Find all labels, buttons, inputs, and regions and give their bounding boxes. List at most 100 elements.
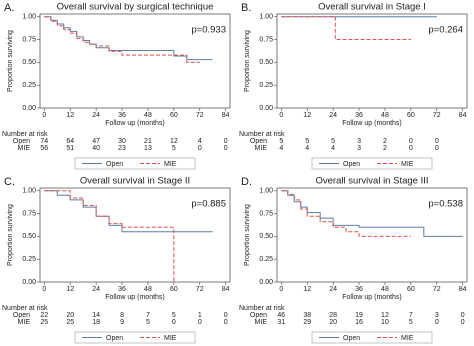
risk-count: 8 (120, 312, 124, 319)
y-tick-label: 0.00 (259, 279, 273, 286)
risk-count: 5 (146, 319, 150, 326)
risk-count: 2 (383, 138, 387, 145)
risk-count: 46 (277, 312, 285, 319)
risk-count: 56 (40, 145, 48, 152)
x-tick-label: 12 (66, 112, 74, 119)
y-tick-label: 0.50 (259, 59, 273, 66)
x-axis-label: Follow up (months) (105, 294, 165, 301)
y-tick-label: 0.75 (259, 36, 273, 43)
x-tick-label: 36 (355, 112, 363, 119)
x-tick-label: 36 (118, 286, 126, 293)
risk-count: 0 (198, 145, 202, 152)
y-tick-label: 0.25 (259, 256, 273, 263)
x-tick-label: 0 (279, 286, 283, 293)
x-tick-label: 24 (329, 112, 337, 119)
x-axis-label: Follow up (months) (105, 120, 165, 127)
risk-row-label: Open (13, 138, 30, 145)
risk-count: 5 (279, 138, 283, 145)
risk-count: 20 (66, 312, 74, 319)
x-tick-label: 84 (222, 286, 230, 293)
x-tick-label: 60 (407, 112, 415, 119)
panel-label: C. (4, 176, 15, 188)
legend-label: MIE (401, 335, 414, 342)
y-tick-label: 0.00 (22, 279, 36, 286)
y-tick-label: 1.00 (22, 188, 36, 195)
risk-count: 13 (144, 145, 152, 152)
x-axis-label: Follow up (months) (342, 294, 402, 301)
risk-count: 7 (409, 312, 413, 319)
chart-title: Overall survival in Stage I (318, 2, 426, 13)
risk-count: 20 (329, 319, 337, 326)
risk-count: 0 (224, 138, 228, 145)
legend-label: Open (106, 161, 123, 168)
risk-title: Number at risk (239, 131, 285, 138)
panel-label: D. (241, 176, 252, 188)
chart-panel: C. Overall survival in Stage II 0.00 0.25 0.… (2, 176, 231, 344)
y-axis-label: Proportion surviving (244, 204, 251, 266)
x-tick-label: 36 (118, 112, 126, 119)
risk-count: 29 (303, 319, 311, 326)
x-tick-label: 0 (279, 112, 283, 119)
y-tick-label: 0.50 (22, 233, 36, 240)
risk-count: 18 (92, 319, 100, 326)
panel-label: B. (241, 2, 251, 14)
x-tick-label: 72 (433, 286, 441, 293)
risk-count: 0 (435, 319, 439, 326)
risk-count: 5 (172, 312, 176, 319)
x-tick-label: 24 (92, 112, 100, 119)
risk-title: Number at risk (239, 305, 285, 312)
risk-count: 38 (303, 312, 311, 319)
x-tick-label: 24 (92, 286, 100, 293)
risk-count: 1 (198, 312, 202, 319)
legend-label: MIE (164, 161, 177, 168)
risk-count: 0 (198, 319, 202, 326)
risk-row-label: Open (250, 138, 267, 145)
y-tick-label: 0.00 (259, 105, 273, 112)
risk-count: 0 (461, 312, 465, 319)
risk-count: 30 (118, 138, 126, 145)
risk-count: 0 (409, 138, 413, 145)
x-tick-label: 84 (459, 112, 467, 119)
x-tick-label: 60 (170, 286, 178, 293)
risk-row-label: MIE (255, 145, 268, 152)
survival-curve (281, 190, 411, 237)
x-tick-label: 0 (42, 112, 46, 119)
risk-count: 2 (383, 145, 387, 152)
risk-row-label: Open (13, 312, 30, 319)
annotation: p=0.885 (191, 199, 226, 210)
risk-count: 51 (66, 145, 74, 152)
plot-frame (276, 13, 468, 109)
risk-count: 5 (409, 319, 413, 326)
chart-panel: A. Overall survival by surgical technique… (2, 2, 231, 170)
y-tick-label: 1.00 (22, 14, 36, 21)
survival-curve (44, 16, 200, 63)
survival-curve (44, 190, 175, 282)
risk-row-label: Open (250, 312, 267, 319)
risk-count: 4 (305, 145, 309, 152)
risk-count: 9 (120, 319, 124, 326)
risk-title: Number at risk (2, 131, 48, 138)
risk-count: 5 (331, 138, 335, 145)
y-tick-label: 0.00 (22, 105, 36, 112)
y-tick-label: 0.75 (22, 210, 36, 217)
risk-count: 12 (170, 138, 178, 145)
risk-count: 64 (66, 138, 74, 145)
y-tick-label: 0.25 (259, 82, 273, 89)
risk-count: 25 (66, 319, 74, 326)
legend-frame (311, 157, 433, 170)
x-tick-label: 48 (144, 286, 152, 293)
x-tick-label: 48 (381, 112, 389, 119)
y-axis-label: Proportion surviving (7, 204, 14, 266)
legend: Open MIE (74, 331, 196, 344)
risk-row-label: MIE (18, 145, 31, 152)
legend-label: MIE (401, 161, 414, 168)
panel-label: A. (4, 2, 14, 14)
risk-count: 4 (331, 145, 335, 152)
risk-count: 23 (118, 145, 126, 152)
risk-count: 4 (198, 138, 202, 145)
risk-count: 0 (224, 145, 228, 152)
risk-count: 19 (355, 312, 363, 319)
x-tick-label: 84 (222, 112, 230, 119)
legend-label: Open (343, 161, 360, 168)
